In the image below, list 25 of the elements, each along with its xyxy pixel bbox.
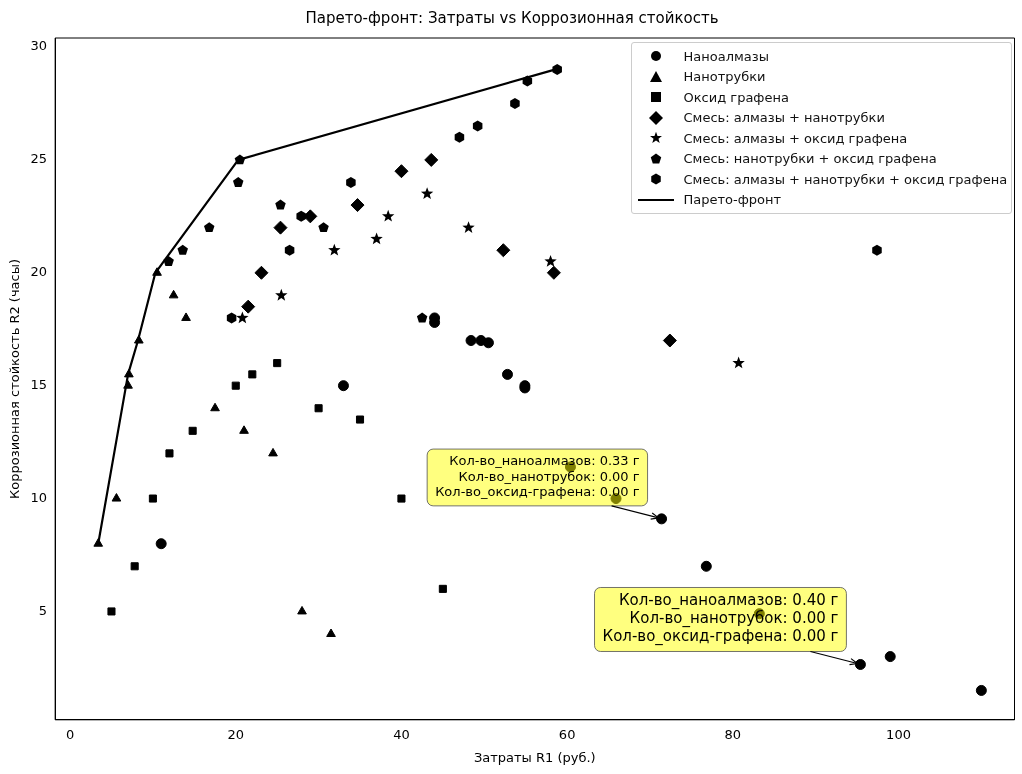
y-tick-label: 10 xyxy=(30,489,48,505)
y-tick-label: 30 xyxy=(30,38,48,54)
chart-title: Парето-фронт: Затраты vs Коррозионная стойкость xyxy=(305,8,719,27)
legend-label: Смесь: алмазы + нанотрубки xyxy=(683,110,885,126)
x-tick-label: 100 xyxy=(886,726,911,742)
x-tick-label: 60 xyxy=(558,726,576,742)
y-tick-label: 5 xyxy=(38,602,48,618)
legend-label: Смесь: алмазы + оксид графена xyxy=(683,130,908,146)
annotation: Кол-во_наноалмазов: 0.40 г Кол-во_нанотрубок: 0.00 г Кол-во_оксид-графена: 0.00 г xyxy=(602,591,839,647)
legend-label: Парето-фронт xyxy=(683,192,782,208)
x-tick-label: 20 xyxy=(227,726,245,742)
y-tick-label: 25 xyxy=(30,151,48,167)
legend-label: Нанотрубки xyxy=(683,69,766,85)
x-tick-label: 80 xyxy=(724,726,742,742)
legend-label: Смесь: нанотрубки + оксид графена xyxy=(683,151,937,167)
annotation: Кол-во_наноалмазов: 0.33 г Кол-во_нанотрубок: 0.00 г Кол-во_оксид-графена: 0.00 г xyxy=(435,453,640,500)
y-tick-label: 20 xyxy=(30,264,48,280)
y-axis-title: Коррозионная стойкость R2 (часы) xyxy=(7,258,23,499)
legend-label: Оксид графена xyxy=(683,89,789,105)
x-axis-title: Затраты R1 (руб.) xyxy=(473,749,596,765)
y-tick-label: 15 xyxy=(30,377,48,393)
x-tick-label: 40 xyxy=(393,726,410,742)
legend-label: Смесь: алмазы + нанотрубки + оксид графена xyxy=(683,171,1008,187)
legend-label: Наноалмазы xyxy=(683,48,769,64)
x-tick-label: 0 xyxy=(65,726,75,742)
